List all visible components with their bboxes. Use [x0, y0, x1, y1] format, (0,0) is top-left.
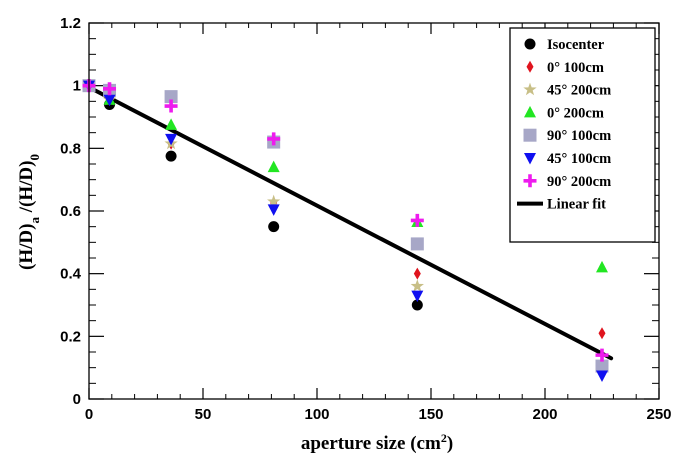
- series-45deg-100cm: [83, 80, 608, 382]
- data-points: [82, 78, 609, 382]
- x-tick-label: 100: [304, 406, 329, 423]
- legend-marker-0deg-200cm: [524, 105, 536, 118]
- data-point: [103, 94, 116, 107]
- data-point: [596, 260, 608, 273]
- x-tick-label: 50: [195, 406, 212, 423]
- legend-label: Isocenter: [547, 37, 605, 53]
- fit-line-layer: [87, 85, 614, 361]
- data-point: [410, 279, 424, 292]
- y-tick-label: 1.2: [60, 15, 81, 32]
- plot-frame: [88, 22, 660, 400]
- data-point: [267, 204, 280, 216]
- data-point: [267, 194, 281, 208]
- legend-label: 45° 100cm: [547, 151, 611, 167]
- data-point: [164, 99, 178, 113]
- legend-marker-90deg-200cm: [523, 174, 537, 188]
- legend-label: 0° 100cm: [547, 60, 604, 76]
- legend-label: 90° 100cm: [547, 128, 611, 144]
- y-axis-label: (H/D)a /(H/D)0: [16, 154, 42, 270]
- legend-label: Linear fit: [547, 197, 606, 213]
- data-point: [165, 133, 178, 146]
- y-tick-labels: 0 0.2 0.4 0.6 0.8 1 1.2: [60, 15, 82, 408]
- linear-fit-line: [87, 85, 614, 361]
- x-axis-label: aperture size (cm2): [301, 431, 453, 454]
- data-point: [595, 348, 609, 362]
- x-tick-label: 0: [85, 406, 93, 423]
- legend-label: 45° 200cm: [547, 83, 611, 99]
- legend-marker-45deg-200cm: [523, 82, 537, 96]
- data-point: [410, 237, 424, 251]
- data-point: [410, 213, 424, 227]
- legend-label: 90° 200cm: [547, 174, 611, 190]
- data-point: [596, 370, 608, 382]
- data-point: [165, 118, 178, 130]
- legend-marker-isocenter: [524, 38, 536, 50]
- x-tick-labels: 0 50 100 150 200 250: [85, 406, 672, 423]
- data-point: [411, 290, 424, 303]
- data-point: [413, 267, 421, 280]
- y-tick-label: 0: [73, 391, 81, 408]
- y-tick-label: 1: [73, 78, 81, 95]
- legend-marker-0deg-100cm: [526, 60, 534, 73]
- y-tick-label: 0.6: [60, 203, 81, 220]
- y-tick-label: 0.2: [60, 328, 81, 345]
- legend-marker-45deg-100cm: [524, 153, 536, 165]
- y-tick-label: 0.4: [60, 266, 82, 283]
- data-point: [411, 299, 423, 311]
- legend-marker-90deg-100cm: [523, 128, 537, 142]
- data-point: [164, 90, 178, 104]
- x-tick-label: 250: [646, 406, 671, 423]
- x-tick-label: 200: [532, 406, 557, 423]
- legend-label: 0° 200cm: [547, 105, 604, 121]
- data-point: [598, 327, 606, 340]
- data-point: [103, 82, 117, 96]
- y-tick-label: 0.8: [60, 140, 81, 157]
- x-tick-label: 150: [418, 406, 443, 423]
- legend: Isocenter 0° 100cm 45° 200cm 0° 200cm 90° 10…: [509, 27, 656, 243]
- series-90deg-100cm: [82, 79, 609, 373]
- data-point: [268, 221, 280, 233]
- data-point: [595, 359, 609, 373]
- data-point: [267, 160, 280, 173]
- data-point: [165, 150, 177, 162]
- data-point: [267, 132, 281, 146]
